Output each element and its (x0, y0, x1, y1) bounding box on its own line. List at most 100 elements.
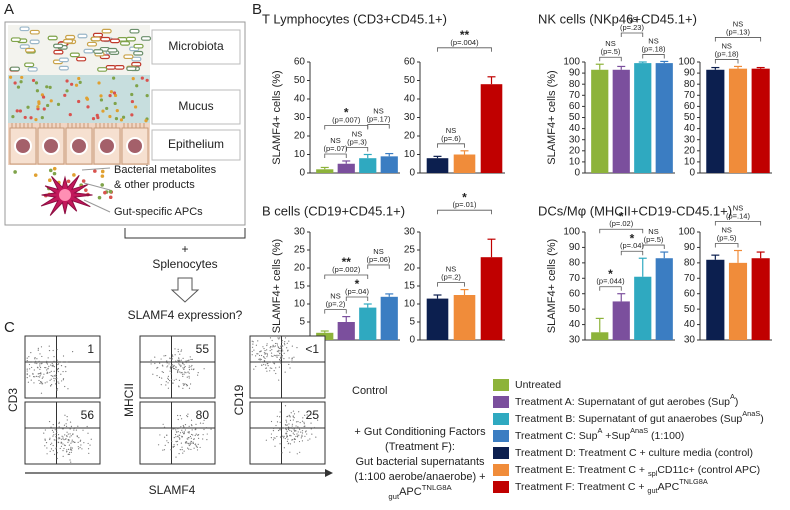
quadrant-value: 56 (81, 408, 95, 422)
event-dot (180, 364, 182, 366)
legend-label: Untreated (515, 379, 561, 391)
event-dot (304, 414, 306, 416)
y-tick-label: 0 (689, 168, 695, 179)
event-dot (33, 382, 35, 384)
bacterium (69, 52, 80, 58)
significance-mark: * (608, 267, 613, 281)
p-value: (p=.004) (450, 38, 479, 47)
event-dot (167, 378, 170, 381)
bar (634, 63, 652, 173)
event-dot (278, 347, 281, 350)
event-dot (37, 376, 39, 378)
event-dot (259, 358, 261, 360)
event-dot (53, 377, 55, 379)
event-dot (188, 369, 191, 371)
event-dot (175, 431, 178, 433)
event-dot (69, 436, 71, 438)
bacterium (114, 65, 125, 70)
p-value: (p=.5) (601, 47, 621, 56)
event-dot (152, 373, 154, 375)
legend-label-run: Treatment E: Treatment C + (515, 464, 648, 476)
event-dot (171, 378, 173, 381)
significance-bracket (642, 54, 665, 59)
event-dot (35, 360, 37, 363)
bar (426, 298, 449, 340)
metabolite (34, 81, 39, 85)
flow-y-label: CD19 (232, 384, 246, 415)
metabolite (37, 101, 41, 106)
event-dot (293, 441, 295, 443)
event-dot (39, 366, 42, 369)
p-value: (p=.18) (715, 49, 739, 58)
event-dot (276, 342, 278, 345)
bacterium (58, 65, 69, 71)
event-dot (171, 440, 173, 442)
event-dot (293, 433, 295, 436)
event-dot (280, 347, 282, 350)
event-dot (41, 383, 44, 385)
event-dot (304, 425, 306, 427)
y-tick-label: 100 (563, 57, 580, 68)
event-dot (278, 349, 280, 352)
event-dot (47, 357, 49, 359)
event-dot (179, 364, 181, 366)
event-dot (57, 363, 60, 365)
event-dot (195, 423, 197, 425)
event-dot (301, 430, 304, 432)
y-tick-label: 20 (294, 263, 306, 274)
event-dot (40, 392, 43, 394)
event-dot (183, 368, 185, 370)
layer-label: Microbiota (168, 39, 224, 53)
flow-plot (249, 401, 326, 465)
event-dot (270, 420, 273, 423)
event-dot (28, 356, 30, 358)
event-dot (54, 383, 57, 385)
event-dot (28, 363, 31, 366)
event-dot (57, 367, 60, 370)
metabolite (99, 98, 104, 102)
event-dot (72, 441, 75, 443)
panel-letter: C (4, 319, 15, 336)
p-value: (p=.002) (332, 265, 361, 274)
event-dot (269, 347, 271, 349)
event-dot (87, 448, 90, 450)
event-dot (270, 437, 272, 439)
bacterium (53, 49, 64, 55)
event-dot (58, 382, 60, 384)
event-dot (41, 355, 43, 358)
bacterium (125, 36, 137, 42)
event-dot (29, 375, 31, 377)
bacterium (10, 37, 21, 43)
event-dot (288, 340, 290, 342)
event-dot (37, 347, 39, 350)
significance-mark: NS (446, 265, 456, 274)
event-dot (62, 355, 65, 357)
event-dot (188, 432, 190, 434)
event-dot (286, 416, 288, 418)
event-dot (280, 362, 282, 364)
bar (591, 332, 609, 340)
event-dot (202, 434, 204, 436)
event-dot (56, 361, 58, 363)
legend-label-run: AnaS (630, 426, 648, 435)
y-tick-label: 20 (569, 145, 581, 156)
event-dot (177, 431, 179, 433)
event-dot (289, 416, 291, 418)
event-dot (52, 444, 54, 447)
metabolite (109, 90, 114, 94)
event-dot (30, 352, 32, 354)
treatment-f-text: Gut bacterial supernatants (355, 456, 485, 468)
event-dot (187, 431, 189, 433)
metabolite (97, 195, 102, 200)
event-dot (290, 430, 293, 432)
event-dot (191, 442, 193, 444)
event-dot (80, 444, 82, 446)
event-dot (304, 431, 307, 433)
event-dot (267, 362, 269, 365)
event-dot (58, 438, 60, 440)
y-tick-label: 50 (684, 304, 696, 315)
event-dot (287, 428, 290, 431)
event-dot (50, 426, 52, 428)
event-dot (54, 374, 56, 377)
nucleus (14, 137, 32, 155)
